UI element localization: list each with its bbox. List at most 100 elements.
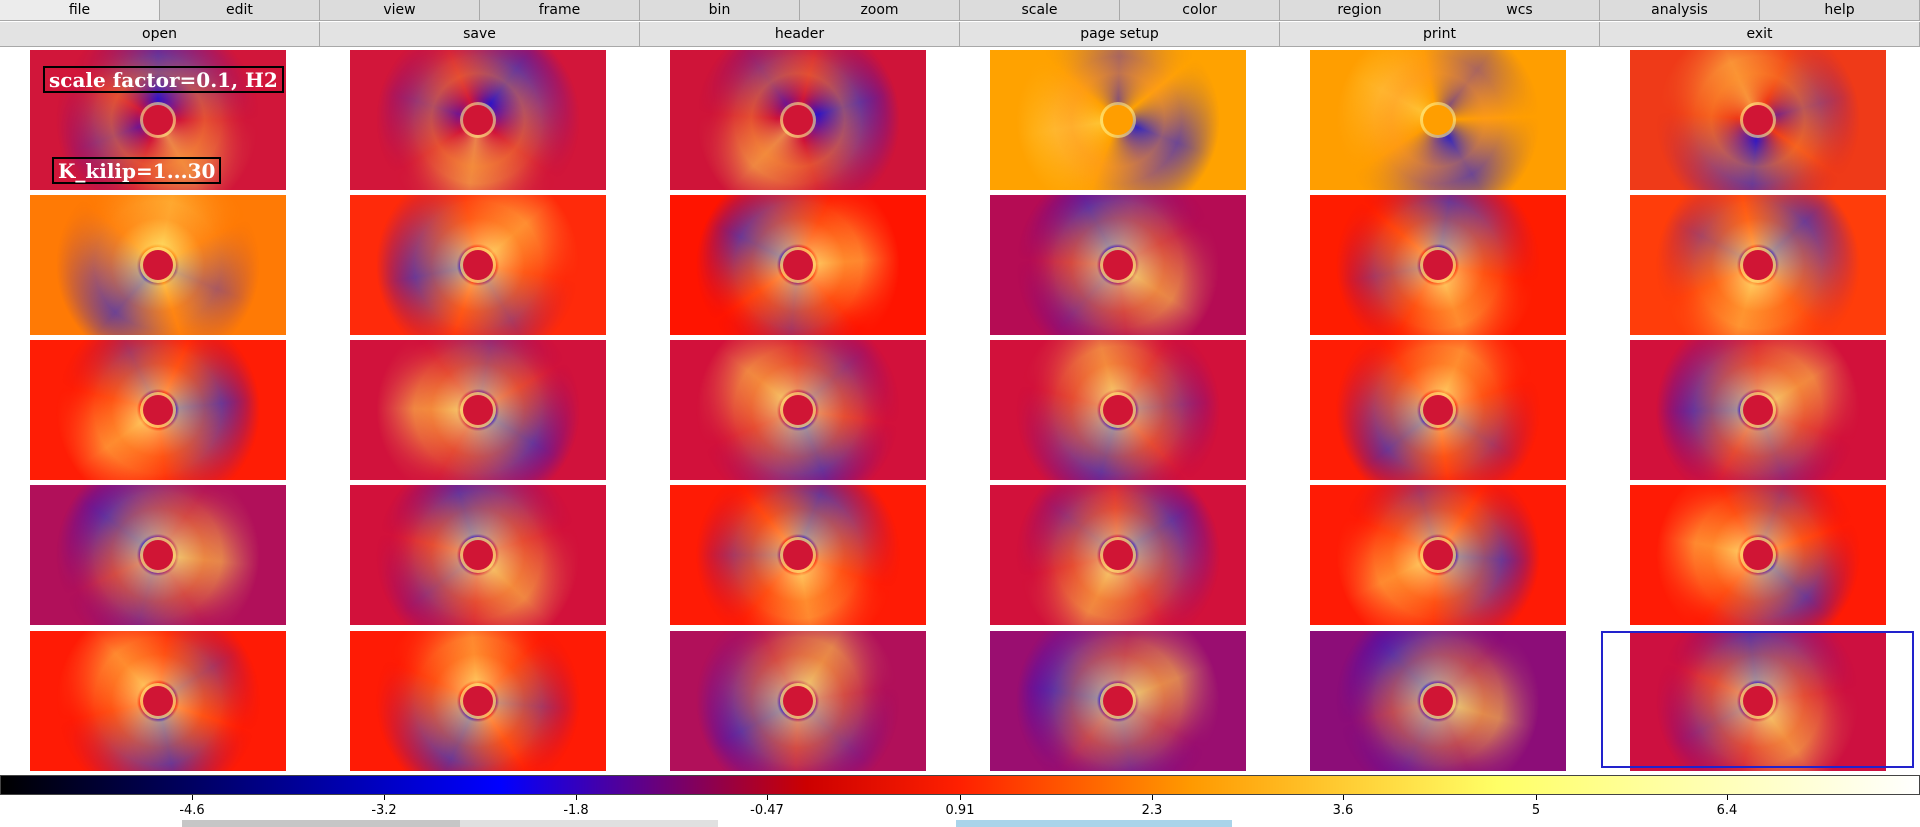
frame-grid: [0, 47, 1920, 772]
coronagraph-mask: [783, 105, 813, 135]
image-frame-29[interactable]: [1310, 631, 1566, 771]
coronagraph-mask: [1103, 686, 1133, 716]
coronagraph-mask: [1743, 540, 1773, 570]
scrollbar-left[interactable]: [182, 820, 460, 827]
colorbar-tick: [1727, 795, 1728, 800]
coronagraph-mask: [783, 686, 813, 716]
image-frame-15[interactable]: [670, 340, 926, 480]
button-header[interactable]: header: [640, 22, 960, 47]
coronagraph-mask: [1423, 105, 1453, 135]
coronagraph-mask: [783, 395, 813, 425]
coronagraph-mask: [1103, 540, 1133, 570]
button-exit[interactable]: exit: [1600, 22, 1920, 47]
menu-wcs[interactable]: wcs: [1440, 0, 1600, 21]
coronagraph-mask: [1103, 250, 1133, 280]
image-frame-30[interactable]: [1630, 631, 1886, 771]
image-frame-24[interactable]: [1630, 485, 1886, 625]
image-frame-14[interactable]: [350, 340, 606, 480]
menu-view[interactable]: view: [320, 0, 480, 21]
menu-bar: file edit view frame bin zoom scale color region…: [0, 0, 1920, 21]
image-frame-27[interactable]: [670, 631, 926, 771]
button-bar: open save header page setup print exit: [0, 22, 1920, 47]
image-frame-13[interactable]: [30, 340, 286, 480]
coronagraph-mask: [1103, 395, 1133, 425]
menu-scale[interactable]: scale: [960, 0, 1120, 21]
coronagraph-mask: [1743, 250, 1773, 280]
coronagraph-mask: [463, 686, 493, 716]
colorbar-tick: [1152, 795, 1153, 800]
image-frame-1[interactable]: [30, 50, 286, 190]
image-frame-21[interactable]: [670, 485, 926, 625]
coronagraph-mask: [143, 540, 173, 570]
coronagraph-mask: [463, 105, 493, 135]
menu-frame[interactable]: frame: [480, 0, 640, 21]
colorbar-tick-label: -4.6: [179, 803, 205, 818]
image-frame-6[interactable]: [1630, 50, 1886, 190]
colorbar-tick: [1343, 795, 1344, 800]
colorbar-tick-label: -0.47: [750, 803, 784, 818]
image-frame-18[interactable]: [1630, 340, 1886, 480]
image-frame-3[interactable]: [670, 50, 926, 190]
scrollbar-right[interactable]: [956, 820, 1232, 827]
image-frame-12[interactable]: [1630, 195, 1886, 335]
image-frame-16[interactable]: [990, 340, 1246, 480]
menu-edit[interactable]: edit: [160, 0, 320, 21]
menu-zoom[interactable]: zoom: [800, 0, 960, 21]
kklip-label: K_kilip=1...30: [52, 157, 222, 184]
image-frame-17[interactable]: [1310, 340, 1566, 480]
image-frame-11[interactable]: [1310, 195, 1566, 335]
scale-factor-label: scale factor=0.1, H2: [43, 66, 284, 93]
coronagraph-mask: [143, 686, 173, 716]
button-page-setup[interactable]: page setup: [960, 22, 1280, 47]
colorbar-tick: [1536, 795, 1537, 800]
button-print[interactable]: print: [1280, 22, 1600, 47]
colorbar-tick: [192, 795, 193, 800]
menu-region[interactable]: region: [1280, 0, 1440, 21]
menu-file[interactable]: file: [0, 0, 160, 21]
image-frame-5[interactable]: [1310, 50, 1566, 190]
colorbar-tick-label: 0.91: [945, 803, 975, 818]
image-frame-26[interactable]: [350, 631, 606, 771]
image-frame-28[interactable]: [990, 631, 1246, 771]
coronagraph-mask: [1423, 686, 1453, 716]
menu-color[interactable]: color: [1120, 0, 1280, 21]
colorbar-tick-label: -1.8: [563, 803, 589, 818]
menu-analysis[interactable]: analysis: [1600, 0, 1760, 21]
coronagraph-mask: [1423, 540, 1453, 570]
image-frame-8[interactable]: [350, 195, 606, 335]
colorbar-tick-label: 5: [1531, 803, 1541, 818]
image-frame-19[interactable]: [30, 485, 286, 625]
coronagraph-mask: [1103, 105, 1133, 135]
coronagraph-mask: [1743, 686, 1773, 716]
coronagraph-mask: [463, 395, 493, 425]
image-frame-9[interactable]: [670, 195, 926, 335]
colorbar-tick: [384, 795, 385, 800]
coronagraph-mask: [143, 105, 173, 135]
button-open[interactable]: open: [0, 22, 320, 47]
colorbar-tick-label: 6.4: [1716, 803, 1738, 818]
image-frame-7[interactable]: [30, 195, 286, 335]
colorbar-tick-label: 3.6: [1332, 803, 1354, 818]
coronagraph-mask: [783, 250, 813, 280]
image-frame-10[interactable]: [990, 195, 1246, 335]
coronagraph-mask: [1423, 250, 1453, 280]
coronagraph-mask: [1743, 395, 1773, 425]
coronagraph-mask: [1423, 395, 1453, 425]
image-frame-20[interactable]: [350, 485, 606, 625]
menu-help[interactable]: help: [1760, 0, 1920, 21]
colorbar[interactable]: [0, 775, 1920, 795]
colorbar-tick: [960, 795, 961, 800]
image-frame-22[interactable]: [990, 485, 1246, 625]
colorbar-ticks: -4.6 -3.2 -1.8 -0.47 0.91 2.3 3.6 5 6.4: [0, 795, 1920, 827]
button-save[interactable]: save: [320, 22, 640, 47]
image-frame-23[interactable]: [1310, 485, 1566, 625]
image-frame-4[interactable]: [990, 50, 1246, 190]
scrollbar-mid[interactable]: [460, 820, 718, 827]
image-frame-25[interactable]: [30, 631, 286, 771]
image-frame-2[interactable]: [350, 50, 606, 190]
colorbar-tick: [767, 795, 768, 800]
coronagraph-mask: [463, 540, 493, 570]
coronagraph-mask: [463, 250, 493, 280]
menu-bin[interactable]: bin: [640, 0, 800, 21]
coronagraph-mask: [1743, 105, 1773, 135]
